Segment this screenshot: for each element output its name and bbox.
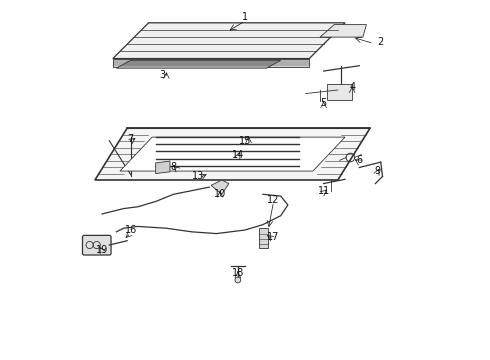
Text: 10: 10	[214, 189, 226, 199]
Polygon shape	[113, 23, 345, 59]
Text: 2: 2	[378, 37, 384, 48]
Text: 1: 1	[242, 13, 248, 22]
Text: 7: 7	[127, 134, 134, 144]
Text: 8: 8	[171, 162, 176, 172]
Polygon shape	[120, 137, 345, 171]
Polygon shape	[95, 128, 370, 180]
Text: 9: 9	[374, 166, 380, 176]
Circle shape	[235, 277, 241, 283]
Text: 6: 6	[356, 156, 363, 165]
Polygon shape	[117, 60, 281, 68]
Polygon shape	[211, 180, 229, 194]
Text: 17: 17	[268, 232, 280, 242]
Text: 13: 13	[193, 171, 205, 181]
Polygon shape	[113, 59, 309, 67]
Text: 19: 19	[96, 245, 108, 255]
Text: 5: 5	[320, 98, 327, 108]
Polygon shape	[320, 24, 367, 37]
Bar	[327, 84, 352, 100]
Text: 18: 18	[232, 268, 244, 278]
Text: 11: 11	[318, 186, 330, 196]
Polygon shape	[156, 161, 170, 174]
Text: 3: 3	[160, 69, 166, 80]
Text: 12: 12	[268, 195, 280, 204]
FancyBboxPatch shape	[82, 235, 111, 255]
Text: 16: 16	[124, 225, 137, 235]
Text: 15: 15	[239, 136, 251, 146]
Text: 14: 14	[232, 150, 244, 160]
Bar	[259, 228, 268, 248]
Text: 4: 4	[349, 82, 355, 92]
